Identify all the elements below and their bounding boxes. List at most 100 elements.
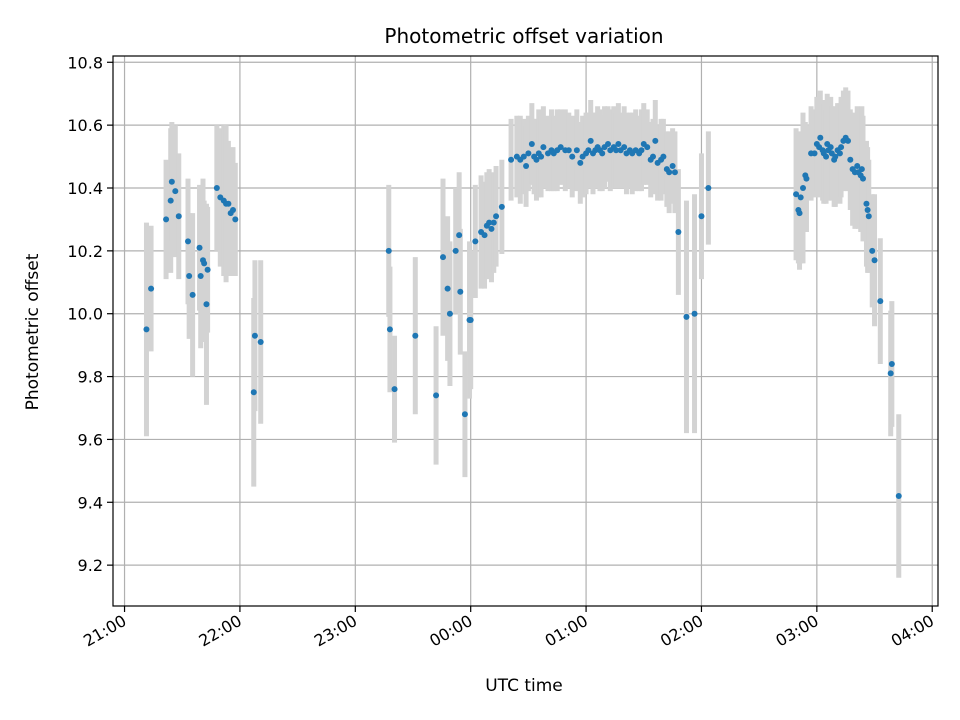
y-axis-title: Photometric offset bbox=[23, 253, 43, 410]
data-point bbox=[698, 213, 705, 220]
data-point bbox=[197, 273, 204, 279]
data-point bbox=[854, 163, 861, 169]
data-point bbox=[452, 247, 459, 254]
data-point bbox=[691, 310, 698, 317]
data-point bbox=[257, 339, 264, 345]
data-point bbox=[412, 332, 419, 339]
data-point bbox=[845, 137, 851, 144]
data-point bbox=[486, 219, 493, 226]
data-point bbox=[457, 288, 464, 295]
data-point bbox=[817, 134, 824, 141]
data-point bbox=[148, 285, 155, 292]
data-point bbox=[660, 153, 667, 160]
data-point bbox=[251, 332, 258, 339]
data-point bbox=[250, 389, 257, 396]
y-tick-label: 9.8 bbox=[78, 368, 103, 387]
data-point bbox=[613, 147, 620, 154]
data-point bbox=[705, 185, 712, 191]
data-point bbox=[232, 216, 239, 223]
data-point bbox=[587, 137, 594, 144]
data-point bbox=[803, 175, 810, 182]
data-point bbox=[836, 150, 843, 157]
data-point bbox=[523, 163, 530, 169]
data-point bbox=[444, 285, 451, 292]
data-point bbox=[793, 191, 800, 198]
data-point bbox=[847, 156, 854, 163]
data-point bbox=[203, 301, 210, 308]
data-point bbox=[533, 156, 540, 163]
x-axis-title: UTC time bbox=[485, 676, 563, 696]
data-point bbox=[172, 188, 179, 195]
plot-frame bbox=[112, 55, 939, 607]
data-point bbox=[493, 213, 500, 220]
data-point bbox=[186, 273, 193, 279]
data-point bbox=[887, 370, 894, 377]
chart-title: Photometric offset variation bbox=[384, 24, 663, 48]
y-tick-label: 10.8 bbox=[67, 53, 103, 72]
data-point bbox=[675, 229, 682, 235]
data-point bbox=[225, 200, 232, 207]
data-point bbox=[666, 169, 673, 176]
data-point bbox=[213, 185, 220, 191]
data-point bbox=[520, 153, 527, 160]
data-point bbox=[565, 147, 572, 154]
data-point bbox=[832, 153, 839, 160]
data-point bbox=[528, 141, 535, 147]
y-tick-label: 10.4 bbox=[67, 179, 103, 198]
data-point bbox=[201, 260, 208, 267]
data-point bbox=[498, 203, 505, 210]
y-tick-label: 10.6 bbox=[67, 116, 103, 135]
data-point bbox=[863, 200, 870, 207]
data-point bbox=[797, 194, 804, 201]
data-point bbox=[538, 153, 545, 160]
data-point bbox=[638, 147, 645, 154]
data-point bbox=[391, 386, 398, 393]
data-point bbox=[652, 137, 659, 144]
data-point bbox=[168, 178, 175, 185]
data-point bbox=[175, 213, 182, 220]
data-point bbox=[204, 266, 211, 273]
data-point bbox=[488, 225, 495, 232]
y-tick-label: 10.0 bbox=[67, 305, 103, 324]
data-point bbox=[585, 147, 592, 154]
data-point bbox=[385, 247, 392, 254]
data-point bbox=[577, 159, 584, 166]
data-point bbox=[490, 219, 497, 226]
y-tick-label: 9.4 bbox=[78, 493, 103, 512]
data-point bbox=[827, 144, 834, 151]
data-point bbox=[230, 207, 236, 213]
data-point bbox=[683, 313, 690, 320]
y-tick-label: 9.6 bbox=[78, 430, 103, 449]
data-point bbox=[440, 254, 446, 261]
data-point bbox=[461, 411, 468, 418]
data-point bbox=[644, 144, 651, 151]
y-tick-label: 10.2 bbox=[67, 242, 103, 261]
data-point bbox=[386, 326, 393, 333]
data-point bbox=[540, 144, 547, 151]
data-point bbox=[858, 166, 865, 173]
data-point bbox=[811, 150, 818, 157]
data-point bbox=[871, 257, 878, 264]
data-point bbox=[615, 141, 622, 147]
data-point bbox=[446, 310, 453, 317]
data-point bbox=[823, 153, 830, 160]
data-point bbox=[143, 326, 150, 333]
y-tick-label: 9.2 bbox=[78, 556, 103, 575]
data-point bbox=[864, 207, 871, 213]
data-point bbox=[599, 150, 606, 157]
data-point bbox=[167, 197, 174, 204]
data-point bbox=[865, 213, 872, 220]
data-point bbox=[472, 238, 479, 245]
data-point bbox=[650, 153, 656, 160]
data-point bbox=[573, 147, 580, 154]
data-point bbox=[557, 144, 564, 151]
data-point bbox=[669, 163, 676, 169]
data-point bbox=[481, 232, 488, 239]
data-points bbox=[143, 134, 902, 499]
data-point bbox=[605, 141, 611, 147]
data-point bbox=[621, 144, 628, 151]
data-point bbox=[456, 232, 463, 239]
data-point bbox=[838, 144, 845, 151]
data-point bbox=[877, 298, 884, 305]
